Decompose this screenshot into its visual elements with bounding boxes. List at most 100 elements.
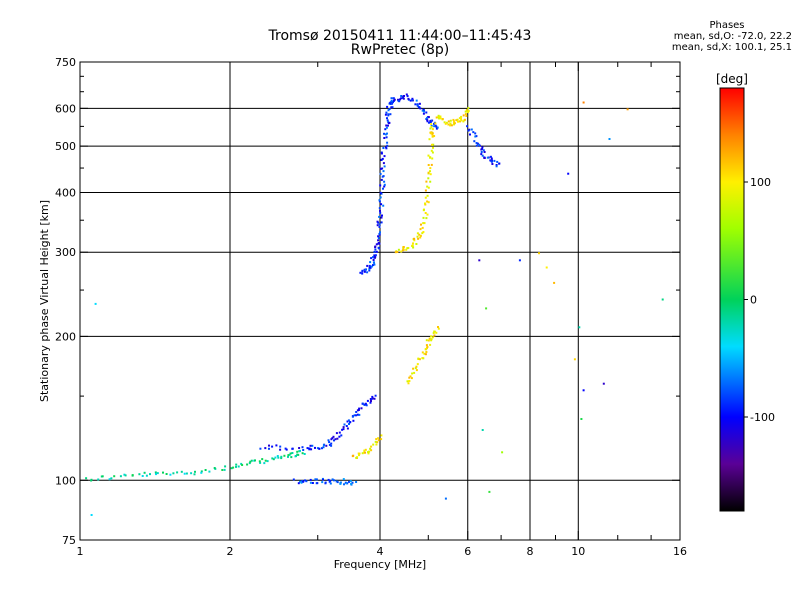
- echo-point: [350, 482, 353, 485]
- echo-point: [433, 125, 436, 128]
- echo-point: [445, 121, 448, 124]
- echo-point: [352, 419, 355, 422]
- echo-point: [475, 142, 478, 144]
- y-tick-label: 400: [55, 186, 76, 199]
- echo-point: [374, 394, 377, 397]
- echo-point: [298, 447, 301, 449]
- echo-point: [339, 481, 342, 484]
- echo-point: [393, 99, 395, 102]
- echo-point: [419, 236, 422, 239]
- echo-point: [409, 99, 412, 102]
- echo-point: [431, 336, 434, 339]
- echo-point: [364, 268, 367, 271]
- echo-point: [538, 252, 540, 255]
- echo-point: [145, 474, 148, 477]
- echo-point: [392, 101, 394, 104]
- echo-point: [314, 446, 316, 449]
- echo-point: [465, 110, 468, 113]
- echo-point: [430, 339, 433, 342]
- echo-point: [373, 254, 376, 257]
- echo-point: [292, 478, 295, 481]
- echo-point: [414, 367, 417, 370]
- echo-point: [348, 480, 350, 483]
- echo-point: [518, 259, 521, 262]
- echo-point: [330, 442, 333, 445]
- echo-point: [426, 116, 429, 119]
- echo-point: [424, 212, 427, 214]
- echo-point: [387, 124, 389, 127]
- echo-point: [378, 207, 381, 210]
- echo-point: [355, 411, 358, 413]
- colorbar-tick-label: 0: [750, 294, 757, 307]
- echo-point: [240, 462, 243, 465]
- echo-point: [359, 271, 362, 274]
- echo-point: [369, 261, 372, 264]
- echo-point: [406, 247, 409, 250]
- echo-point: [259, 447, 262, 450]
- echo-point: [427, 339, 430, 342]
- echo-point: [422, 216, 425, 219]
- echo-point: [302, 449, 305, 451]
- y-tick-label: 750: [55, 56, 76, 69]
- y-tick-label: 200: [55, 330, 76, 343]
- echo-point: [378, 200, 381, 203]
- echo-point: [379, 211, 382, 214]
- echo-point: [413, 239, 416, 242]
- echo-point: [376, 224, 379, 227]
- echo-point: [373, 263, 376, 266]
- echo-point: [371, 397, 374, 400]
- echo-point: [384, 133, 387, 136]
- echo-point: [426, 213, 429, 216]
- echo-point: [358, 452, 361, 455]
- echo-point: [180, 470, 183, 473]
- echo-point: [374, 248, 377, 251]
- echo-point: [465, 115, 468, 117]
- echo-point: [415, 369, 418, 372]
- echo-point: [221, 469, 224, 471]
- echo-point: [303, 453, 306, 455]
- y-tick-label: 75: [62, 534, 76, 547]
- echo-point: [309, 481, 312, 484]
- echo-point: [382, 204, 385, 207]
- echo-point: [460, 117, 462, 120]
- echo-point: [333, 439, 335, 442]
- echo-point: [380, 203, 383, 206]
- echo-point: [309, 478, 312, 481]
- echo-point: [459, 120, 461, 123]
- echo-point: [301, 452, 304, 455]
- echo-point: [141, 475, 144, 477]
- echo-point: [348, 423, 350, 425]
- echo-point: [419, 234, 422, 237]
- echo-point: [425, 180, 428, 183]
- echo-point: [381, 214, 383, 217]
- echo-point: [194, 470, 196, 473]
- echo-point: [427, 164, 430, 166]
- echo-point: [447, 123, 450, 126]
- echo-point: [290, 456, 293, 459]
- echo-point: [235, 465, 237, 468]
- echo-point: [480, 148, 483, 151]
- echo-point: [423, 222, 426, 225]
- echo-point: [172, 472, 175, 475]
- echo-point: [339, 482, 342, 485]
- echo-point: [426, 119, 429, 122]
- echo-point: [425, 339, 428, 342]
- echo-point: [358, 413, 361, 416]
- echo-point: [366, 271, 369, 274]
- echo-point: [329, 482, 332, 485]
- echo-point: [402, 247, 405, 250]
- echo-point: [449, 122, 452, 125]
- echo-point: [433, 122, 435, 125]
- echo-point: [416, 363, 419, 366]
- phase-legend-line-o: mean, sd,O: -72.0, 22.2: [673, 31, 792, 42]
- echo-point: [275, 444, 278, 447]
- echo-point: [289, 452, 292, 455]
- echo-point: [432, 146, 434, 149]
- echo-point: [358, 454, 360, 457]
- echo-point: [358, 407, 361, 410]
- echo-point: [378, 247, 381, 250]
- echo-point: [94, 302, 97, 305]
- echo-point: [464, 113, 467, 116]
- echo-point: [431, 143, 433, 146]
